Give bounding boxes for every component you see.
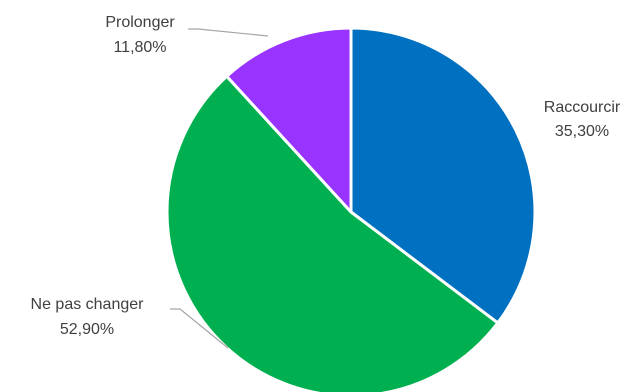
- leader-line: [188, 28, 269, 37]
- data-label-value: 52,90%: [60, 321, 114, 338]
- slices-layer: [165, 26, 537, 392]
- data-label-value: 11,80%: [113, 39, 166, 56]
- data-label-category: Prolonger: [105, 14, 175, 31]
- leader-lines-layer: [170, 28, 269, 349]
- data-label-category: Ne pas changer: [31, 296, 145, 313]
- data-label-category: Raccourcir: [544, 99, 621, 116]
- data-labels-layer: Raccourcir 35,30% Ne pas changer 52,90% Prol…: [31, 14, 621, 338]
- leader-line: [170, 308, 229, 349]
- pie-slice-raccourcir: [349, 26, 537, 325]
- pie-slice-prolonger: [225, 26, 353, 214]
- data-label-value: 35,30%: [555, 123, 609, 140]
